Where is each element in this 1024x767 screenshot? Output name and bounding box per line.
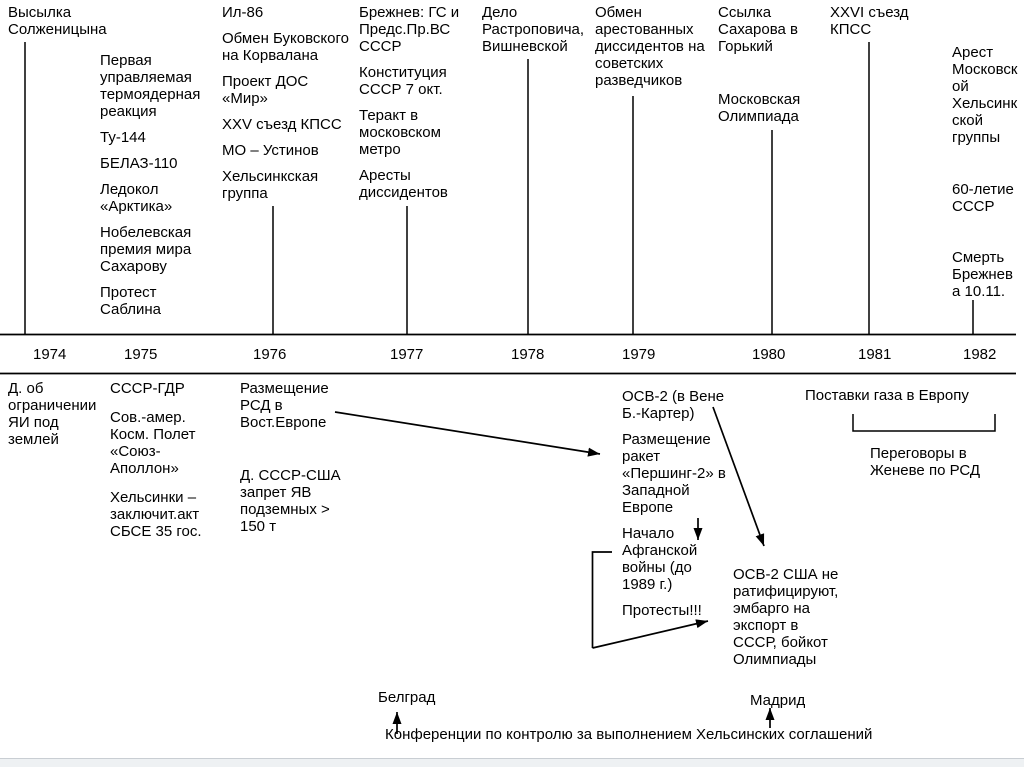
event-connector-lines: [24, 42, 974, 334]
events-column-below-1979: ОСВ-2 (в Вене Б.-Картер) Размещение раке…: [622, 388, 726, 628]
year-label-1976: 1976: [253, 346, 287, 363]
event-rostropovich-case: Дело Растроповича, Вишневской: [482, 4, 585, 55]
conference-madrid-label: Мадрид: [750, 692, 806, 709]
event-afghan-war-start: Начало Афганской войны (до 1989 г.): [622, 525, 698, 593]
event-nobel-prize-sakharov: Нобелевская премия мира Сахарову: [100, 224, 192, 275]
conferences-caption: Конференции по контролю за выполнением Х…: [385, 726, 873, 743]
event-bukovsky-corvalan-exchange: Обмен Буковского на Корвалана: [222, 30, 349, 64]
event-gas-supply-to-europe: Поставки газа в Европу: [805, 387, 969, 404]
event-ussr-gdr: СССР-ГДР: [110, 380, 185, 397]
event-tu-144: Ту-144: [100, 129, 146, 146]
arrow-osv2-to-embargo: [712, 406, 765, 547]
event-salt-2-vienna: ОСВ-2 (в Вене Б.-Картер): [622, 388, 725, 422]
events-column-above-1975: Первая управляемая термоядерная реакция …: [100, 52, 200, 327]
year-label-1979: 1979: [622, 346, 656, 363]
conference-belgrade-label: Белград: [378, 689, 436, 706]
event-thermonuclear-reaction: Первая управляемая термоядерная реакция: [100, 52, 201, 120]
event-ussr-60th-anniversary: 60-летие СССР: [952, 181, 1014, 215]
year-label-1974: 1974: [33, 346, 67, 363]
timeline-axis: [0, 333, 1016, 375]
event-geneva-rsd-talks: Переговоры в Женеве по РСД: [870, 445, 981, 479]
event-rsd-deployment-east-europe: Размещение РСД в Вост.Европе: [240, 380, 329, 431]
event-protests: Протесты!!!: [622, 602, 702, 619]
event-icebreaker-arktika: Ледокол «Арктика»: [100, 181, 173, 215]
year-label-1978: 1978: [511, 346, 545, 363]
event-dos-mir-project: Проект ДОС «Мир»: [222, 73, 309, 107]
events-column-above-1976: Ил-86 Обмен Буковского на Корвалана Прое…: [222, 4, 349, 211]
event-sakharov-exile-gorky: Ссылка Сахарова в Горький: [718, 4, 798, 55]
event-belaz-110: БЕЛАЗ-110: [100, 155, 178, 172]
event-brezhnev-titles: Брежнев: ГС и Предс.Пр.ВС СССР: [359, 4, 460, 55]
event-metro-terror-attack: Теракт в московском метро: [359, 107, 441, 158]
year-label-1982: 1982: [963, 346, 997, 363]
arrow-rsd-to-pershing: [334, 411, 601, 457]
year-label-1980: 1980: [752, 346, 786, 363]
gas-supply-bracket: [852, 414, 996, 432]
events-column-above-1977: Брежнев: ГС и Предс.Пр.ВС СССР Конституц…: [359, 4, 459, 210]
event-soyuz-apollo-flight: Сов.-амер. Косм. Полет «Союз- Аполлон»: [110, 409, 196, 477]
events-column-below-1975: СССР-ГДР Сов.-амер. Косм. Полет «Союз- А…: [110, 380, 202, 552]
event-helsinki-group-arrest: Арест Московск ой Хельсинк ской группы: [952, 44, 1018, 146]
event-helsinki-final-act: Хельсинки – заключит.акт СБСЕ 35 гос.: [110, 489, 202, 540]
slide-bottom-divider: [0, 758, 1024, 759]
event-sablin-protest: Протест Саблина: [100, 284, 162, 318]
event-underground-nuclear-test-treaty: Д. об ограничении ЯИ под землей: [8, 380, 97, 448]
event-moscow-olympics: Московская Олимпиада: [718, 91, 801, 125]
event-helsinki-group: Хельсинкская группа: [222, 168, 319, 202]
event-dissidents-spies-exchange: Обмен арестованных диссидентов на советс…: [595, 4, 705, 89]
year-label-1977: 1977: [390, 346, 424, 363]
event-xxv-congress: XXV съезд КПСС: [222, 116, 342, 133]
event-il-86: Ил-86: [222, 4, 264, 21]
year-label-1975: 1975: [124, 346, 158, 363]
arrow-protests-to-embargo: [592, 619, 709, 649]
event-underground-explosion-ban-treaty: Д. СССР-США запрет ЯВ подземных > 150 т: [240, 467, 341, 535]
bracket-afghan-war: [591, 551, 612, 648]
relation-arrows: [334, 406, 775, 734]
event-pershing-2-deployment: Размещение ракет «Першинг-2» в Западной …: [622, 431, 726, 516]
year-label-1981: 1981: [858, 346, 892, 363]
event-constitution-1977: Конституция СССР 7 окт.: [359, 64, 447, 98]
event-exile-solzhenitsyn: Высылка Солженицына: [8, 4, 107, 38]
event-dissident-arrests: Аресты диссидентов: [359, 167, 448, 201]
event-salt2-not-ratified-embargo: ОСВ-2 США не ратифицируют, эмбарго на эк…: [733, 566, 839, 668]
event-ustinov-defense-minister: МО – Устинов: [222, 142, 319, 159]
event-xxvi-congress: XXVI съезд КПСС: [830, 4, 909, 38]
slide-bottom-strip: [0, 759, 1024, 767]
event-brezhnev-death: Смерть Брежнев а 10.11.: [952, 249, 1013, 300]
